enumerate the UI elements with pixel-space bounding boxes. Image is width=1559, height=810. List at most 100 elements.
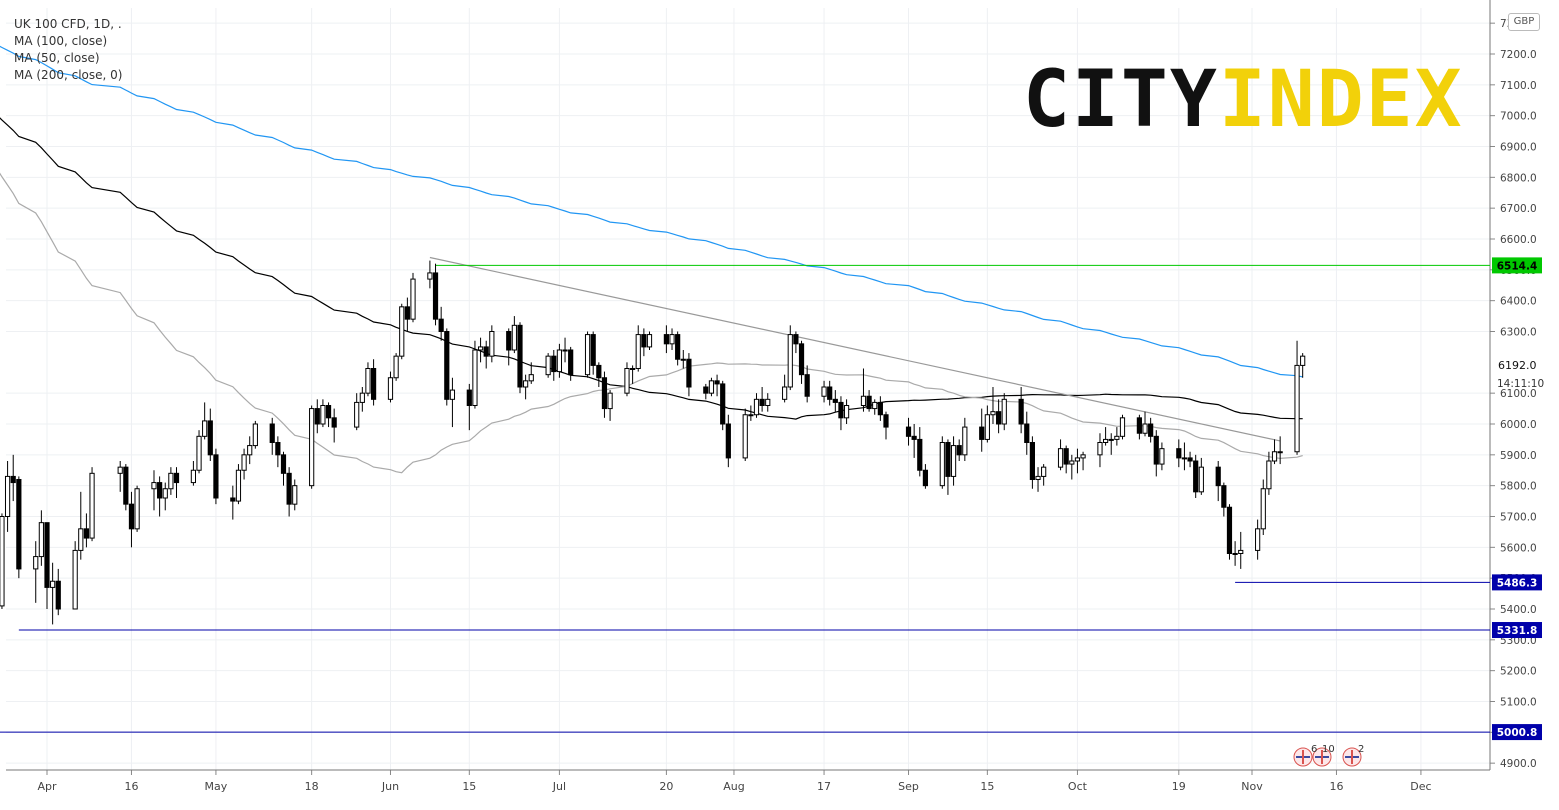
x-tick-label: 15 [980, 780, 994, 793]
candle-up [872, 401, 878, 410]
candle-up [1001, 398, 1007, 425]
candle-up [545, 355, 551, 376]
candle-up [787, 334, 793, 388]
candle-down [883, 414, 889, 428]
y-tick-label: 5100.0 [1500, 696, 1537, 708]
candle-down [911, 435, 917, 440]
candle-down [83, 528, 90, 539]
candle-down [996, 411, 1002, 425]
candle-up [33, 556, 39, 570]
candle-down [157, 482, 163, 499]
candle-down [1176, 448, 1182, 459]
candle-down [314, 408, 320, 425]
x-tick-label: 17 [817, 780, 831, 793]
currency-badge[interactable]: GBP [1508, 13, 1540, 31]
candle-down [945, 441, 951, 477]
support-level-label: 5486.3 [1497, 577, 1538, 589]
candle-down [1187, 457, 1193, 462]
last-price-label: 6192.0 [1498, 359, 1537, 372]
candle-down [905, 426, 912, 437]
candle-up [584, 334, 591, 376]
event-count-3: 2 [1358, 744, 1365, 755]
candle-down [1226, 506, 1233, 554]
candle-down [207, 420, 213, 456]
candle-up [399, 306, 405, 357]
candle-down [128, 503, 135, 530]
candle-down [838, 401, 844, 419]
candle-down [16, 478, 22, 570]
symbol-title[interactable]: UK 100 CFD, 1D, . [14, 17, 122, 31]
candle-up [359, 392, 365, 403]
candle-down [10, 475, 16, 484]
candle-up [117, 466, 123, 474]
candle-up [1294, 364, 1300, 453]
candle-up [1260, 488, 1266, 530]
x-tick-label: 19 [1172, 780, 1186, 793]
x-tick-label: May [205, 780, 228, 793]
ma200-line [0, 45, 1303, 378]
candle-down [438, 318, 444, 332]
support-level-tag [1492, 574, 1542, 591]
indicator-ma100[interactable]: MA (100, close) [14, 34, 108, 48]
candle-down [703, 386, 709, 394]
candle-up [1255, 528, 1261, 551]
candle-up [1097, 441, 1103, 456]
indicator-ma50[interactable]: MA (50, close) [14, 51, 100, 65]
candle-down [506, 330, 512, 351]
candle-up [449, 389, 456, 400]
resistance-level-tag [1492, 257, 1542, 274]
candle-up [235, 469, 242, 502]
city-index-logo: CITYINDEX [1023, 60, 1464, 140]
x-tick-label: 18 [305, 780, 319, 793]
candle-down [917, 438, 923, 471]
candle-up [50, 580, 56, 588]
candle-down [444, 330, 450, 400]
candle-down [551, 355, 557, 373]
candle-down [979, 426, 985, 440]
y-tick-label: 4900.0 [1500, 758, 1537, 770]
candle-up [753, 398, 760, 416]
support-level-label: 5000.8 [1497, 727, 1538, 739]
candle-down [1193, 460, 1199, 493]
candle-up [1266, 460, 1272, 490]
candle-up [1232, 552, 1238, 555]
candle-up [843, 404, 850, 419]
y-tick-label: 6100.0 [1500, 388, 1537, 400]
candle-up [292, 485, 298, 505]
candle-down [280, 454, 287, 474]
support-level-tag [1492, 622, 1542, 639]
candle-down [759, 398, 765, 406]
candle-up [1102, 438, 1109, 443]
y-tick-label: 6400.0 [1500, 296, 1537, 308]
candle-up [309, 408, 315, 487]
candle-up [1074, 457, 1081, 462]
candle-up [511, 324, 517, 351]
candle-up [202, 420, 208, 437]
event-count-1: 6 [1311, 744, 1318, 755]
x-tick-label: 15 [462, 780, 476, 793]
ma100-line [0, 117, 1303, 420]
candle-up [1080, 454, 1086, 459]
candle-up [1114, 435, 1120, 440]
candle-up [962, 426, 968, 456]
candle-up [252, 423, 258, 447]
indicator-ma200[interactable]: MA (200, close, 0) [14, 68, 123, 82]
candle-down [1018, 398, 1024, 425]
candle-up [1069, 460, 1075, 465]
y-tick-label: 5800.0 [1500, 481, 1537, 493]
candle-up [523, 380, 529, 388]
candle-down [798, 343, 805, 376]
y-tick-label: 6600.0 [1500, 234, 1537, 246]
x-tick-label: Jul [552, 780, 566, 793]
candle-up [72, 549, 78, 610]
x-tick-label: Sep [898, 780, 919, 793]
candle-down [804, 374, 810, 397]
y-tick-label: 6300.0 [1500, 326, 1537, 338]
candle-up [0, 515, 5, 607]
candle-down [601, 377, 608, 410]
candle-up [765, 398, 771, 406]
candle-down [1148, 423, 1154, 437]
candle-down [596, 364, 602, 379]
